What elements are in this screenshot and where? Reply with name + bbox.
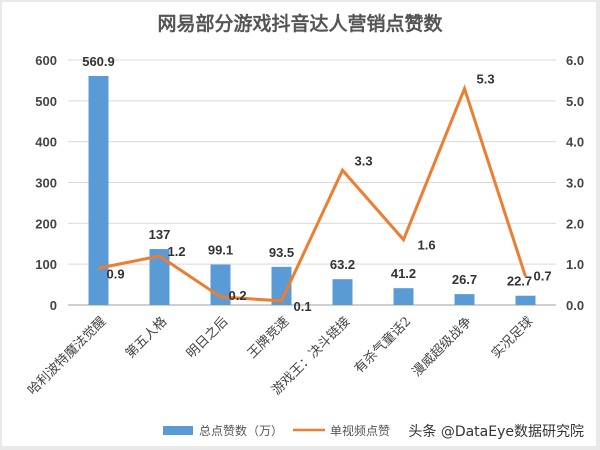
- right-axis-tick: 5.0: [566, 94, 584, 109]
- bar-data-label: 26.7: [452, 272, 477, 287]
- line-data-label: 0.1: [294, 299, 312, 314]
- category-label: 漫威超级战争: [410, 314, 476, 380]
- right-axis-tick: 4.0: [566, 135, 584, 150]
- bar-data-label: 63.2: [330, 257, 355, 272]
- bar[interactable]: [393, 288, 414, 305]
- left-axis-tick: 100: [35, 257, 57, 272]
- bar[interactable]: [271, 266, 292, 305]
- watermark: 头条 @DataEye数据研究院: [408, 423, 584, 440]
- bar[interactable]: [88, 75, 109, 305]
- line-data-label: 0.7: [534, 268, 552, 283]
- left-axis-tick: 200: [35, 216, 57, 231]
- legend-line-label: 单视频点赞: [330, 423, 390, 438]
- category-label: 有杀气童话2: [351, 314, 414, 377]
- left-axis-tick: 400: [35, 135, 57, 150]
- bar[interactable]: [515, 295, 536, 305]
- category-label: 哈利波特魔法觉醒: [25, 314, 109, 398]
- bar-data-label: 99.1: [208, 243, 233, 258]
- bar-data-label: 137: [149, 227, 171, 242]
- bar-data-label: 41.2: [391, 266, 416, 281]
- chart-title: 网易部分游戏抖音达人营销点赞数: [157, 12, 443, 35]
- right-axis-tick: 0.0: [566, 298, 584, 313]
- left-axis-tick: 500: [35, 94, 57, 109]
- bar-data-label: 93.5: [269, 245, 294, 260]
- right-axis-tick: 2.0: [566, 216, 584, 231]
- line-series[interactable]: [98, 84, 527, 303]
- line-data-label: 5.3: [477, 72, 495, 87]
- bar[interactable]: [454, 294, 475, 305]
- legend-bar-swatch: [163, 426, 193, 435]
- bar-data-label: 560.9: [82, 54, 115, 69]
- line-data-label: 3.3: [355, 153, 373, 168]
- bar-data-label: 22.7: [507, 274, 532, 289]
- bar[interactable]: [210, 264, 231, 305]
- category-label: 第五人格: [122, 314, 170, 362]
- right-axis-tick: 1.0: [566, 257, 584, 272]
- category-label: 明日之后: [184, 314, 231, 361]
- right-axis-tick: 3.0: [566, 176, 584, 191]
- category-label: 实况足球: [489, 314, 536, 361]
- line-data-label: 1.6: [418, 238, 436, 253]
- left-axis-tick: 600: [35, 53, 57, 68]
- legend-bar-label: 总点赞数（万）: [199, 423, 283, 438]
- left-axis-tick: 0: [50, 298, 57, 313]
- line-data-label: 0.2: [229, 288, 247, 303]
- line-data-label: 0.9: [107, 266, 125, 281]
- bar[interactable]: [149, 249, 170, 305]
- category-label: 王牌竞速: [244, 314, 292, 362]
- line-data-label: 1.2: [168, 244, 186, 259]
- bar[interactable]: [332, 279, 353, 305]
- right-axis-tick: 6.0: [566, 53, 584, 68]
- left-axis-tick: 300: [35, 176, 57, 191]
